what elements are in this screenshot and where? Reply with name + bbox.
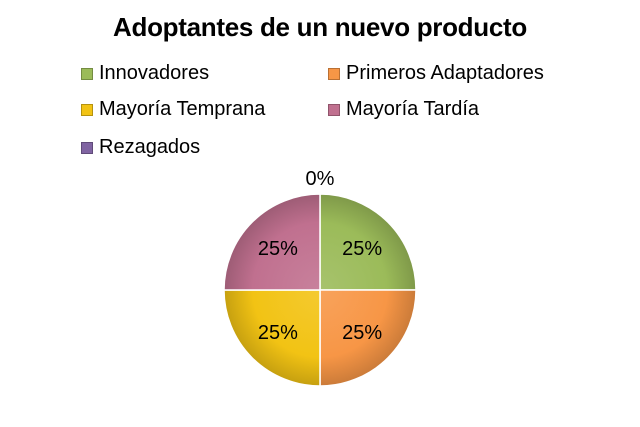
legend-label-primeros-adaptadores: Primeros Adaptadores: [346, 62, 544, 84]
pie-slice-innovadores: [319, 193, 417, 291]
legend-item-mayoria-temprana: Mayoría Temprana: [81, 98, 265, 121]
pie-slices: [223, 193, 417, 387]
legend-label-innovadores: Innovadores: [99, 62, 210, 84]
legend-item-primeros-adaptadores: Primeros Adaptadores: [328, 62, 544, 85]
data-label-primeros-adaptadores: 25%: [342, 322, 382, 344]
data-label-rezagados: 0%: [306, 168, 335, 190]
data-label-mayoria-temprana: 25%: [258, 322, 298, 344]
legend-label-mayoria-temprana: Mayoría Temprana: [99, 98, 266, 120]
pie-slice-mayoria-temprana: [223, 289, 321, 387]
data-label-mayoria-tardia: 25%: [258, 238, 298, 260]
pie-slice-primeros-adaptadores: [319, 289, 417, 387]
legend-item-mayoria-tardia: Mayoría Tardía: [328, 98, 479, 121]
legend-label-mayoria-tardia: Mayoría Tardía: [346, 98, 480, 120]
legend-item-innovadores: Innovadores: [81, 62, 209, 85]
pie-labels: 25% 25% 25% 25% 0%: [258, 168, 382, 344]
legend-swatch-rezagados: [81, 141, 93, 154]
legend-swatch-innovadores: [81, 67, 93, 80]
legend-item-rezagados: Rezagados: [81, 136, 200, 159]
legend-swatch-mayoria-temprana: [81, 103, 93, 116]
legend-swatch-mayoria-tardia: [328, 103, 340, 116]
pie-slice-mayoria-tardia: [223, 193, 321, 291]
data-label-innovadores: 25%: [342, 238, 382, 260]
chart-legend: Innovadores Primeros Adaptadores Mayoría…: [0, 0, 640, 170]
legend-swatch-primeros-adaptadores: [328, 67, 340, 80]
chart-title: Adoptantes de un nuevo producto: [113, 12, 527, 42]
legend-label-rezagados: Rezagados: [99, 136, 201, 158]
